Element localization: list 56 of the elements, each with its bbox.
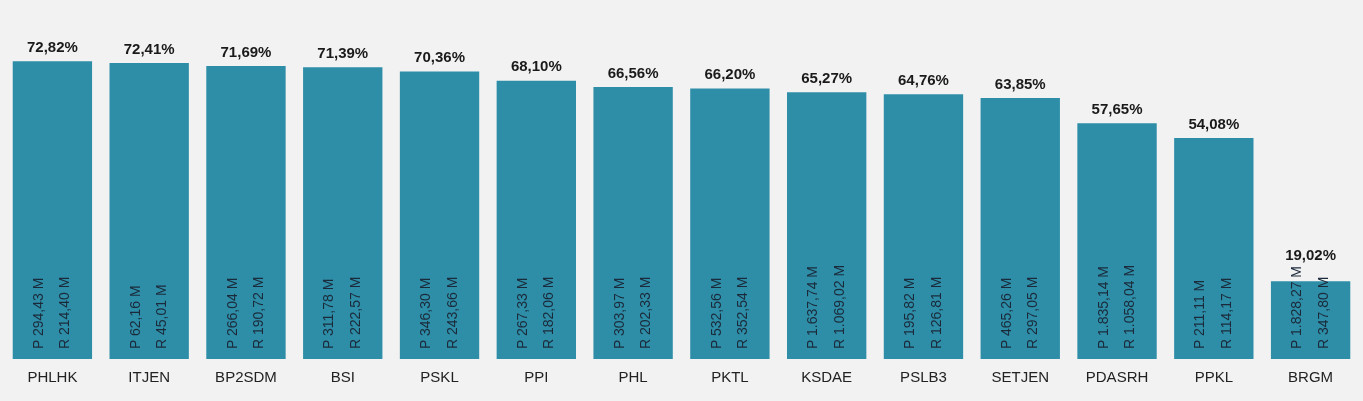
annotation: R 297,05 M [1024,276,1041,349]
x-tick-label: BP2SDM [215,368,277,386]
x-tick-label: PKTL [711,368,749,386]
x-tick-label: PSLB3 [900,368,947,386]
data-label: 64,76% [898,70,949,88]
annotation: R 1.058,04 M [1121,264,1138,349]
annotation: R 182,06 M [540,276,557,349]
annotation: R 1.069,02 M [830,264,847,349]
annotation: R 202,33 M [637,276,654,349]
x-tick-label: BSI [330,368,355,386]
annotation: R 214,40 M [56,276,73,349]
annotation: R 347,80 M [1314,276,1331,349]
data-label: 66,20% [704,65,756,83]
data-label: 57,65% [1091,100,1143,117]
annotation: R 243,66 M [443,276,460,349]
annotation: R 45,01 M [153,284,170,349]
annotation: P 311,78 M [320,278,337,349]
annotation: R 190,72 M [250,276,267,349]
annotation: R 114,17 M [1217,277,1234,349]
annotation: R 126,81 M [927,276,944,349]
annotation: P 1.828,27 M [1288,265,1305,349]
data-label: 19,02% [1285,246,1337,264]
x-tick-label: PPKL [1194,368,1233,386]
x-tick-label: PSKL [420,368,459,386]
x-tick-label: PDASRH [1085,368,1149,386]
annotation: R 222,57 M [346,276,363,349]
data-label: 71,39% [317,43,369,61]
x-tick-label: KSDAE [801,368,853,386]
x-tick-label: PPI [524,368,549,386]
annotation: P 1.835,14 M [1094,265,1111,349]
data-label: 54,08% [1188,114,1240,132]
data-label: 65,27% [801,68,853,86]
annotation: P 1.637,74 M [804,265,821,349]
x-tick-label: PHLHK [27,368,78,386]
data-label: 68,10% [510,57,562,75]
data-label: 71,69% [220,42,272,60]
annotation: P 195,82 M [901,277,918,349]
data-label: 72,82% [26,37,78,55]
x-tick-label: SETJEN [991,368,1050,386]
x-tick-label: ITJEN [128,368,171,386]
annotation: P 303,97 M [610,277,627,349]
annotation: P 62,16 M [126,285,143,349]
data-label: 70,36% [414,48,465,66]
data-label: 63,85% [994,74,1046,92]
annotation: P 465,26 M [997,277,1014,349]
annotation: P 294,43 M [30,277,47,349]
x-tick-label: BRGM [1288,368,1334,386]
annotation: P 211,11 M [1191,279,1208,349]
x-tick-label: PHL [618,368,648,386]
annotation: R 352,54 M [733,276,750,349]
annotation: P 346,30 M [417,277,434,349]
data-label: 72,41% [123,39,175,57]
annotation: P 267,33 M [513,277,530,349]
annotation: P 266,04 M [223,277,240,349]
data-label: 66,56% [607,63,659,81]
annotation: P 532,56 M [707,277,724,349]
